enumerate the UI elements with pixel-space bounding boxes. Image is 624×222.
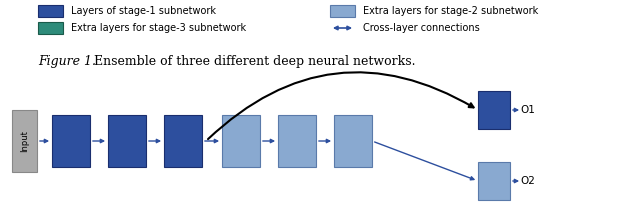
Bar	[38, 5, 63, 17]
Text: O2: O2	[520, 176, 535, 186]
Bar	[12, 110, 37, 172]
Text: Ensemble of three different deep neural networks.: Ensemble of three different deep neural …	[90, 55, 416, 68]
Bar	[278, 115, 316, 167]
Text: Layers of stage-1 subnetwork: Layers of stage-1 subnetwork	[71, 6, 216, 16]
Bar	[108, 115, 146, 167]
Bar	[52, 115, 90, 167]
Text: Figure 1.: Figure 1.	[38, 55, 96, 68]
Bar	[164, 115, 202, 167]
Bar	[478, 91, 510, 129]
Bar	[222, 115, 260, 167]
Bar	[330, 5, 355, 17]
Text: Extra layers for stage-2 subnetwork: Extra layers for stage-2 subnetwork	[363, 6, 539, 16]
Bar	[334, 115, 372, 167]
Text: Extra layers for stage-3 subnetwork: Extra layers for stage-3 subnetwork	[71, 23, 246, 33]
Text: Input: Input	[20, 130, 29, 152]
Bar	[38, 22, 63, 34]
Bar	[478, 162, 510, 200]
Text: O1: O1	[520, 105, 535, 115]
Text: Cross-layer connections: Cross-layer connections	[363, 23, 480, 33]
